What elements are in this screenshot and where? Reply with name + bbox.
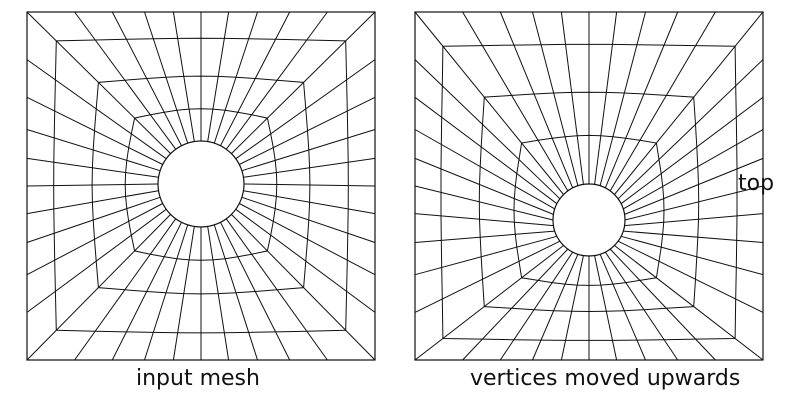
mesh-ring [124, 108, 278, 261]
mesh-spoke [622, 129, 764, 210]
mesh-ring [513, 134, 665, 286]
mesh-spoke [609, 248, 716, 361]
mesh-spoke [560, 11, 584, 185]
mesh-spoke [620, 235, 764, 276]
mesh-spoke [462, 248, 569, 361]
mesh-spoke [609, 11, 716, 192]
mesh-spoke [532, 254, 579, 361]
input-mesh-caption: input mesh [136, 366, 260, 391]
mesh-spoke [623, 230, 764, 243]
mesh-spoke [414, 185, 554, 221]
mesh-spoke [617, 240, 764, 313]
mesh-spoke [594, 255, 618, 361]
mesh-spoke [624, 213, 764, 227]
mesh-ring [91, 75, 311, 295]
mesh-spoke [414, 240, 561, 313]
hole-circle [552, 183, 626, 257]
mesh-spoke [414, 129, 556, 210]
mesh-spoke [414, 59, 561, 200]
mesh-spoke [414, 11, 564, 195]
mesh-spoke [594, 11, 618, 185]
mesh-spoke [599, 254, 646, 361]
mesh-spoke [499, 251, 574, 361]
mesh-spoke [624, 157, 764, 215]
vertices-moved-caption: vertices moved upwards [470, 366, 741, 391]
input-mesh-panel [26, 11, 376, 361]
mesh-spoke [532, 11, 579, 186]
mesh-ring [478, 91, 700, 313]
mesh-spoke [462, 11, 569, 192]
mesh-ring [53, 37, 349, 334]
hole-circle [157, 140, 245, 228]
top-label: top [738, 171, 775, 196]
mesh-spoke [414, 235, 558, 276]
mesh-spoke [614, 11, 764, 195]
mesh-spoke [604, 251, 679, 361]
mesh-spoke [604, 11, 679, 189]
mesh-spoke [599, 11, 646, 186]
mesh-spoke [414, 96, 558, 205]
mesh-spoke [617, 59, 764, 200]
mesh-spoke [614, 245, 764, 361]
mesh-spoke [414, 157, 554, 215]
mesh-spoke [414, 230, 555, 243]
mesh-spoke [560, 255, 584, 361]
mesh-ring [440, 43, 738, 341]
mesh-spoke [414, 245, 564, 361]
mesh-spoke [499, 11, 574, 189]
mesh-spoke [624, 185, 764, 221]
mesh-spoke [414, 213, 554, 227]
moved-mesh-panel [414, 11, 764, 361]
mesh-spoke [620, 96, 764, 205]
